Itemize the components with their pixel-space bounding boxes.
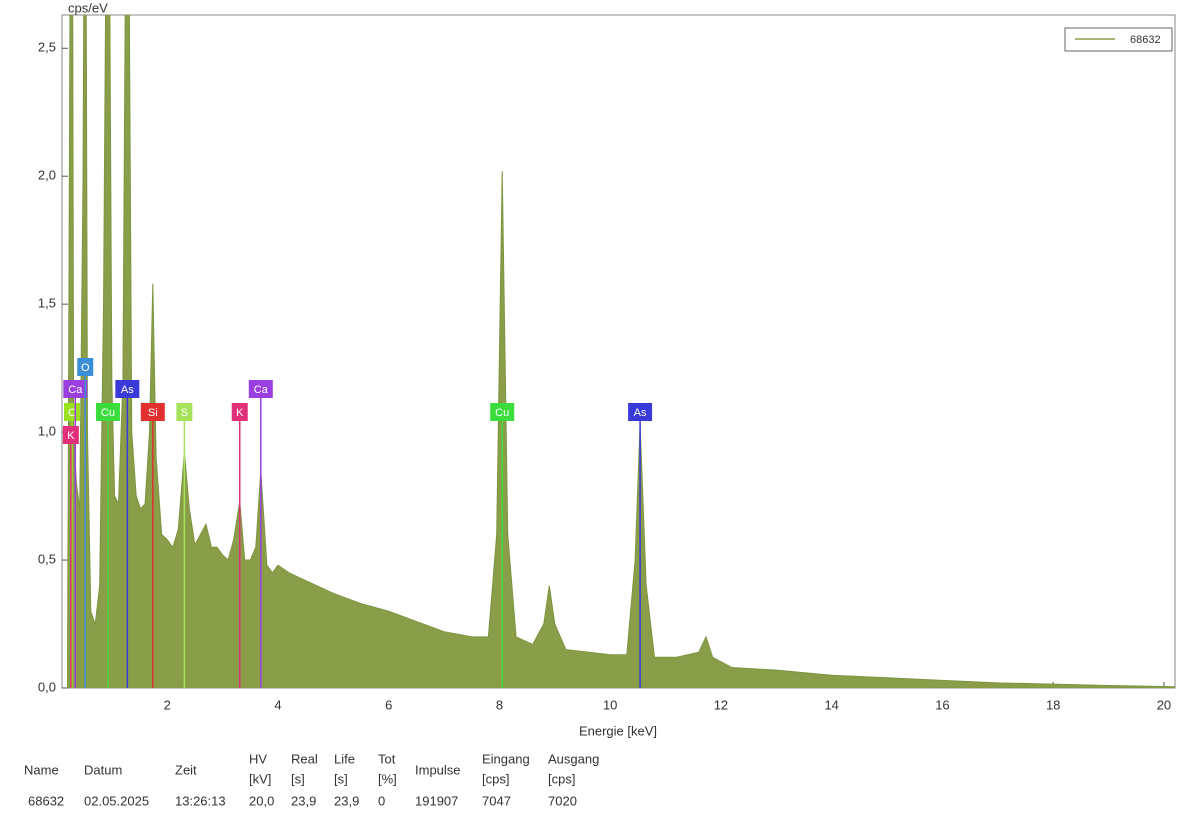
element-label: Cu <box>101 407 115 419</box>
table-header: Life <box>334 751 355 766</box>
element-label-box <box>248 380 273 398</box>
y-tick-label: 1,0 <box>38 424 56 439</box>
table-cell: 23,9 <box>291 793 316 808</box>
element-label: K <box>67 430 75 442</box>
x-tick-label: 2 <box>164 697 171 712</box>
x-tick-label: 16 <box>935 697 949 712</box>
table-header: Datum <box>84 762 122 777</box>
table-cell: 7047 <box>482 793 511 808</box>
table-cell: 20,0 <box>249 793 274 808</box>
table-cell: 191907 <box>415 793 458 808</box>
element-label: Ca <box>254 384 269 396</box>
legend-box <box>1064 27 1173 52</box>
table-cell: 02.05.2025 <box>84 793 149 808</box>
y-tick-label: 0,0 <box>38 679 56 694</box>
element-label: Ca <box>68 384 83 396</box>
table-header: Zeit <box>175 762 197 777</box>
legend-label: 68632 <box>1130 34 1161 46</box>
element-label: Si <box>148 407 158 419</box>
table-cell: 13:26:13 <box>175 793 226 808</box>
y-tick-label: 0,5 <box>38 551 56 566</box>
table-header: [cps] <box>548 771 575 786</box>
element-label: As <box>634 407 647 419</box>
element-label-box <box>176 403 193 421</box>
plot-area <box>67 15 1175 688</box>
table-header: [kV] <box>249 771 271 786</box>
element-label-box <box>140 403 165 421</box>
element-label-box <box>95 403 120 421</box>
table-cell: 68632 <box>28 793 64 808</box>
table-header: Impulse <box>415 762 461 777</box>
element-label-box <box>77 358 94 376</box>
y-tick-label: 2,5 <box>38 40 56 55</box>
table-cell: 7020 <box>548 793 577 808</box>
element-label: As <box>121 384 134 396</box>
table-header: Tot <box>378 751 396 766</box>
element-label-box <box>62 426 79 444</box>
table-cell: 23,9 <box>334 793 359 808</box>
table-header: HV <box>249 751 267 766</box>
table-header: [cps] <box>482 771 509 786</box>
legend: 68632 <box>1064 27 1173 52</box>
element-label-box <box>63 380 88 398</box>
element-label: C <box>68 407 76 419</box>
table-header: Ausgang <box>548 751 599 766</box>
x-tick-label: 12 <box>714 697 728 712</box>
y-tick-label: 1,5 <box>38 296 56 311</box>
x-tick-label: 10 <box>603 697 617 712</box>
x-tick-label: 20 <box>1157 697 1171 712</box>
element-label: S <box>181 407 188 419</box>
x-tick-label: 4 <box>274 697 281 712</box>
element-label: O <box>81 362 90 374</box>
table-header: Name <box>24 762 59 777</box>
y-tick-label: 2,0 <box>38 168 56 183</box>
element-label-box <box>628 403 653 421</box>
x-axis-label: Energie [keV] <box>579 723 657 738</box>
table-header: [s] <box>291 771 305 786</box>
element-label: K <box>236 407 244 419</box>
element-label-box <box>490 403 515 421</box>
table-cell: 0 <box>378 793 385 808</box>
x-tick-label: 6 <box>385 697 392 712</box>
x-tick-label: 8 <box>496 697 503 712</box>
table-header: [%] <box>378 771 397 786</box>
x-tick-label: 18 <box>1046 697 1060 712</box>
table-header: [s] <box>334 771 348 786</box>
element-label-box <box>115 380 140 398</box>
x-tick-label: 14 <box>824 697 838 712</box>
y-axis-label: cps/eV <box>68 0 108 15</box>
element-label: Cu <box>495 407 509 419</box>
spectrum-area <box>67 15 1175 688</box>
table-header: Eingang <box>482 751 530 766</box>
element-label-box <box>231 403 248 421</box>
table-header: Real <box>291 751 318 766</box>
